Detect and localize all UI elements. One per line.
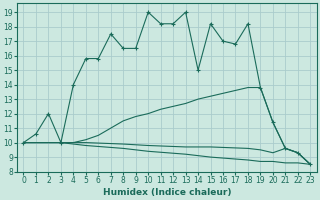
X-axis label: Humidex (Indice chaleur): Humidex (Indice chaleur) <box>103 188 231 197</box>
